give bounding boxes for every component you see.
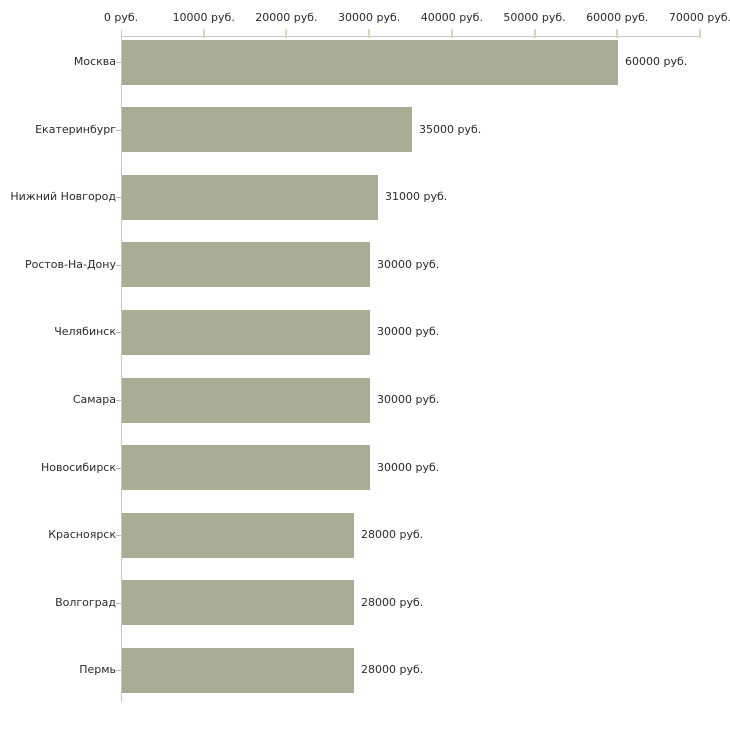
category-label: Красноярск	[48, 528, 116, 542]
category-label: Екатеринбург	[35, 122, 116, 136]
x-axis-tick-label: 50000 руб.	[503, 11, 566, 24]
y-axis-tick	[116, 62, 121, 63]
bar	[122, 107, 412, 153]
y-axis-tick	[116, 468, 121, 469]
value-label: 31000 руб.	[385, 190, 448, 204]
x-axis-tick-label: 30000 руб.	[338, 11, 401, 24]
x-axis-tick-label: 10000 руб.	[172, 11, 235, 24]
x-axis-tick	[202, 29, 205, 38]
y-axis-tick	[116, 332, 121, 333]
x-axis-tick-label: 0 руб.	[103, 11, 139, 24]
x-axis-tick-label: 60000 руб.	[586, 11, 649, 24]
value-label: 60000 руб.	[625, 55, 688, 68]
value-label: 30000 руб.	[377, 460, 440, 474]
value-label: 35000 руб.	[419, 122, 482, 136]
bar	[122, 174, 378, 220]
bar	[122, 580, 354, 626]
x-axis-tick-label: 20000 руб.	[255, 11, 318, 24]
x-axis-tick-label: 70000 руб.	[668, 11, 730, 24]
x-axis-tick	[450, 29, 453, 38]
category-label: Пермь	[79, 663, 116, 677]
category-label: Волгоград	[55, 595, 116, 609]
x-axis-tick	[699, 29, 701, 38]
category-label: Самара	[72, 393, 116, 406]
x-axis-tick	[533, 29, 536, 38]
bar	[122, 242, 370, 288]
y-axis-tick	[116, 535, 121, 536]
bar	[122, 377, 370, 423]
category-label: Москва	[73, 55, 116, 68]
y-axis-tick	[116, 670, 121, 671]
y-axis-tick	[116, 197, 121, 198]
category-label: Новосибирск	[40, 460, 116, 474]
y-axis-tick	[116, 130, 121, 131]
category-label: Нижний Новгород	[10, 190, 116, 204]
x-axis-tick-label: 40000 руб.	[420, 11, 483, 24]
value-label: 30000 руб.	[377, 393, 440, 406]
value-label: 28000 руб.	[361, 595, 424, 609]
bar	[122, 39, 618, 85]
bar	[122, 512, 354, 558]
bar	[122, 445, 370, 491]
bar	[122, 309, 370, 355]
value-label: 30000 руб.	[377, 325, 440, 339]
y-axis-tick	[116, 400, 121, 401]
x-axis-line	[121, 36, 701, 37]
x-axis-tick	[616, 29, 619, 38]
value-label: 28000 руб.	[361, 528, 424, 542]
y-axis-tick	[116, 603, 121, 604]
bar	[122, 647, 354, 693]
x-axis-tick	[285, 29, 288, 38]
y-axis-tick	[116, 265, 121, 266]
category-label: Челябинск	[54, 325, 116, 339]
value-label: 28000 руб.	[361, 663, 424, 677]
x-axis-tick	[368, 29, 371, 38]
y-axis-line	[121, 30, 122, 702]
value-label: 30000 руб.	[377, 257, 440, 271]
category-label: Ростов-На-Дону	[24, 257, 116, 271]
